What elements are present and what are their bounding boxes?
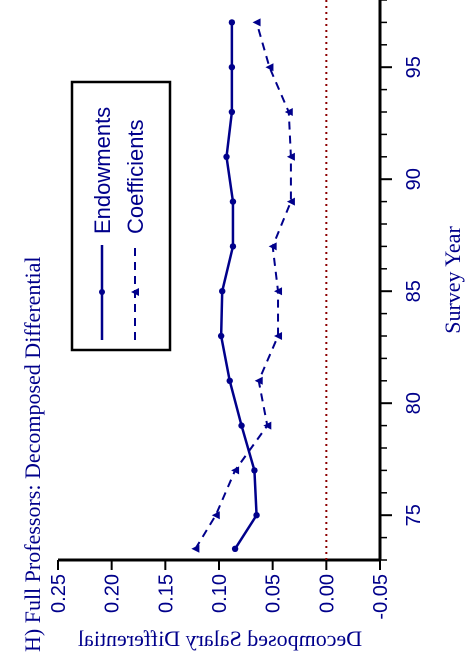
point-endowments — [229, 243, 237, 250]
chart-title: H) Full Professors: Decomposed Different… — [20, 256, 45, 652]
point-endowments — [228, 19, 236, 26]
point-coefficients — [284, 108, 293, 116]
x-tick-label: 90 — [403, 168, 425, 190]
point-coefficients — [274, 287, 283, 296]
y-axis-label: Decomposed Salary Differential — [78, 626, 362, 651]
point-endowments — [231, 545, 239, 552]
y-tick-label: 0.05 — [263, 574, 285, 613]
point-coefficients — [254, 376, 263, 385]
point-endowments — [251, 467, 258, 474]
y-tick-label: 0.20 — [102, 574, 124, 613]
series-line-coefficients — [194, 22, 292, 550]
point-endowments — [253, 511, 260, 519]
legend: Endowments Coefficients — [70, 80, 172, 352]
y-tick-label: 0.00 — [316, 574, 338, 613]
y-tick-label: 0.25 — [48, 574, 70, 613]
point-endowments — [228, 64, 236, 71]
point-endowments — [228, 108, 236, 116]
point-coefficients — [265, 63, 274, 72]
x-tick-label: 80 — [403, 392, 425, 414]
legend-box — [70, 80, 172, 352]
point-endowments — [226, 377, 233, 384]
y-tick-label: 0.10 — [209, 574, 231, 613]
legend-marker-endowments — [99, 289, 105, 295]
point-coefficients — [286, 152, 295, 161]
legend-label-coefficients: Coefficients — [123, 119, 148, 234]
point-endowments — [223, 153, 230, 160]
legend-marker-coefficients — [131, 288, 139, 296]
x-tick-label: 75 — [403, 504, 425, 526]
point-coefficients — [286, 197, 295, 206]
point-coefficients — [263, 421, 272, 430]
point-coefficients — [211, 511, 220, 520]
point-coefficients — [274, 332, 283, 340]
legend-label-endowments: Endowments — [90, 107, 115, 234]
y-tick-label: 0.15 — [155, 574, 177, 613]
point-coefficients — [231, 466, 240, 475]
point-endowments — [217, 332, 225, 340]
point-endowments — [219, 288, 226, 295]
point-endowments — [238, 422, 245, 429]
x-axis-label: Survey Year — [440, 226, 465, 334]
point-coefficients — [191, 544, 200, 553]
x-tick-label: 95 — [403, 56, 425, 78]
point-endowments — [229, 198, 237, 205]
y-tick-label: -0.05 — [370, 574, 392, 620]
point-coefficients — [268, 242, 277, 251]
point-coefficients — [252, 18, 261, 27]
x-tick-label: 85 — [403, 280, 425, 302]
